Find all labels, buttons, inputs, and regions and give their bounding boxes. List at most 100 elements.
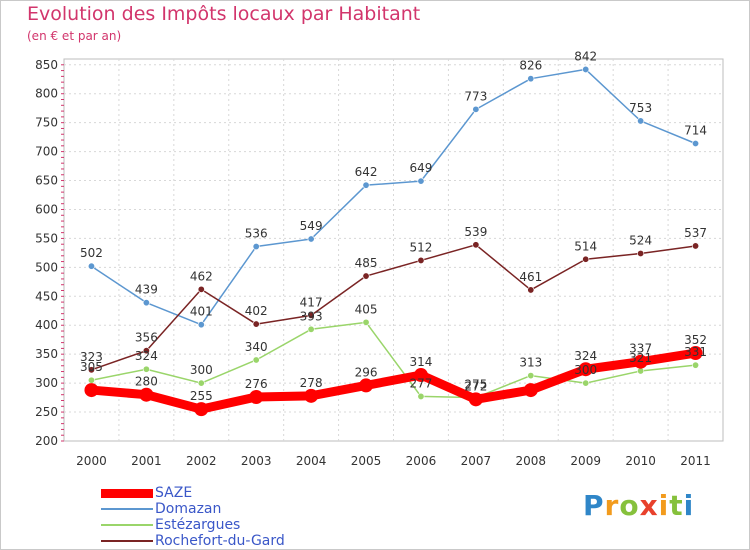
x-tick-label: 2011 [680, 454, 711, 468]
x-tick-label: 2003 [241, 454, 272, 468]
data-label: 536 [245, 227, 268, 241]
data-label: 393 [300, 309, 323, 323]
y-tick-label: 350 [35, 347, 58, 361]
data-point [523, 383, 538, 398]
legend-swatch [101, 540, 153, 542]
data-label: 278 [300, 376, 323, 390]
data-label: 539 [464, 225, 487, 239]
data-label: 502 [80, 246, 103, 260]
data-label: 773 [464, 89, 487, 103]
data-point [527, 372, 535, 380]
data-label: 439 [135, 283, 158, 297]
data-point [637, 117, 645, 125]
y-tick-label: 800 [35, 87, 58, 101]
data-point [252, 243, 260, 251]
x-tick-label: 2006 [406, 454, 437, 468]
data-label: 524 [629, 233, 652, 247]
data-point [249, 390, 264, 405]
data-label: 296 [355, 365, 378, 379]
data-point [252, 356, 260, 364]
data-label: 462 [190, 269, 213, 283]
data-point [582, 379, 590, 387]
y-tick-label: 850 [35, 58, 58, 72]
y-tick-label: 550 [35, 231, 58, 245]
data-point [637, 249, 645, 257]
data-point [142, 299, 150, 307]
data-point [197, 285, 205, 293]
data-point [252, 320, 260, 328]
data-point [527, 75, 535, 83]
legend-swatch [101, 524, 153, 526]
data-label: 324 [574, 349, 597, 363]
data-label: 402 [245, 304, 268, 318]
legend-label: SAZE [155, 485, 193, 501]
y-tick-label: 700 [35, 145, 58, 159]
data-label: 826 [519, 59, 542, 73]
data-label: 549 [300, 219, 323, 233]
data-label: 461 [519, 270, 542, 284]
data-label: 280 [135, 375, 158, 389]
series-line-saze [86, 348, 701, 414]
data-label: 272 [464, 379, 487, 393]
data-label: 314 [410, 355, 433, 369]
data-point [307, 235, 315, 243]
data-point [417, 392, 425, 400]
legend: SAZE Domazan Estézargues Rochefort-du-Gard [101, 485, 285, 549]
data-point [139, 387, 154, 402]
legend-swatch [101, 488, 153, 498]
y-tick-label: 300 [35, 376, 58, 390]
data-point [688, 346, 703, 361]
chart-title: Evolution des Impôts locaux par Habitant [27, 3, 421, 25]
series-line-domazan [90, 68, 697, 326]
data-label: 417 [300, 295, 323, 309]
data-point [359, 378, 374, 393]
legend-item: Estézargues [101, 517, 285, 533]
legend-label: Estézargues [155, 517, 241, 533]
line-chart: 200 250 300 350 400 450 500 550 600 650 700 750 800 8… [35, 49, 724, 468]
data-label: 537 [684, 226, 707, 240]
data-point [362, 181, 370, 189]
y-tick-label: 650 [35, 174, 58, 188]
x-tick-label: 2001 [131, 454, 162, 468]
data-label: 642 [355, 165, 378, 179]
data-point [692, 361, 700, 369]
series-line-est-zargues [90, 321, 697, 399]
data-point [197, 379, 205, 387]
x-tick-label: 2005 [351, 454, 382, 468]
legend-label: Rochefort-du-Gard [155, 533, 285, 549]
data-label: 514 [574, 239, 597, 253]
data-point [417, 177, 425, 185]
data-point [692, 140, 700, 148]
data-label: 356 [135, 331, 158, 345]
data-label: 331 [684, 345, 707, 359]
data-point [142, 365, 150, 373]
data-point [87, 262, 95, 270]
chart-subtitle: (en € et par an) [27, 29, 122, 43]
y-tick-label: 200 [35, 434, 58, 448]
data-point [84, 383, 99, 398]
data-point [692, 242, 700, 250]
data-label: 352 [684, 333, 707, 347]
data-label: 649 [410, 161, 433, 175]
x-tick-label: 2010 [625, 454, 656, 468]
data-point [578, 362, 593, 377]
data-point [472, 105, 480, 113]
x-tick-label: 2008 [516, 454, 547, 468]
series-line-rochefort-du-gard [90, 244, 697, 371]
data-point [637, 367, 645, 375]
proxiti-logo: Proxiti [583, 489, 695, 522]
data-point [87, 376, 95, 384]
x-tick-label: 2002 [186, 454, 217, 468]
data-label: 255 [190, 389, 213, 403]
legend-label: Domazan [155, 501, 222, 517]
data-label: 842 [574, 49, 597, 63]
data-point [362, 318, 370, 326]
data-point [142, 347, 150, 355]
data-point [417, 256, 425, 264]
y-tick-label: 450 [35, 289, 58, 303]
data-label: 305 [80, 360, 103, 374]
data-point [197, 321, 205, 329]
data-label: 313 [519, 356, 542, 370]
data-point [304, 388, 319, 403]
